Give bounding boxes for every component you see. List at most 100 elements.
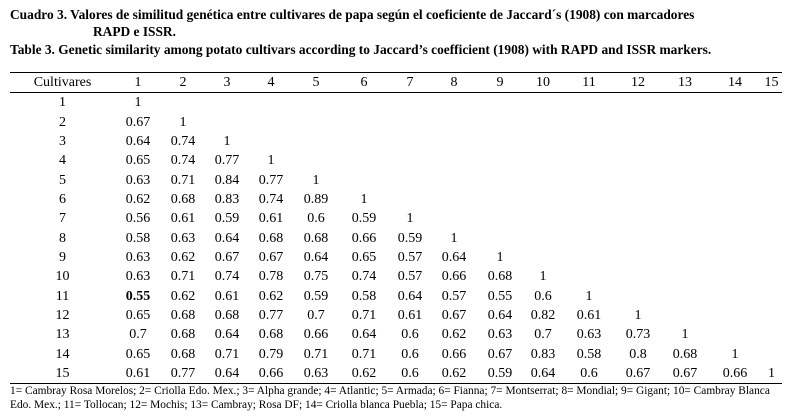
similarity-cell: 1 (406, 211, 414, 227)
similarity-cell: 1 (496, 249, 504, 265)
empty-cell (709, 112, 761, 131)
table-row: 2 0.67 1 (10, 112, 782, 131)
empty-cell (477, 209, 523, 228)
similarity-cell: 0.74 (170, 153, 196, 169)
empty-cell (615, 132, 661, 151)
empty-cell (477, 228, 523, 247)
empty-cell (161, 93, 205, 113)
empty-cell (389, 93, 431, 113)
empty-cell (661, 306, 709, 325)
empty-cell (761, 228, 782, 247)
similarity-cell: 0.63 (125, 269, 151, 285)
table-row: 8 0.58 0.63 0.64 0.68 0.68 0.66 0.59 1 (10, 228, 782, 247)
row-label: 12 (55, 307, 70, 323)
empty-cell (615, 190, 661, 209)
empty-cell (477, 93, 523, 113)
similarity-cell: 0.78 (258, 269, 284, 285)
table-row: 12 0.65 0.68 0.68 0.77 0.7 0.71 0.61 0.67 0.64 0.8… (10, 306, 782, 325)
empty-cell (477, 170, 523, 189)
empty-cell (709, 132, 761, 151)
similarity-cell: 0.68 (170, 191, 196, 207)
row-label: 7 (59, 211, 66, 227)
row-header-label: Cultivares (10, 72, 115, 93)
empty-cell (523, 209, 563, 228)
empty-cell (205, 93, 249, 113)
table-body: 1 1 2 0.67 1 3 0.64 0.74 1 4 0.65 0.74 0.77 1 5 0.63 0.7… (10, 93, 782, 384)
empty-cell (523, 93, 563, 113)
empty-cell (563, 112, 615, 131)
similarity-cell: 0.74 (351, 269, 377, 285)
similarity-cell: 0.59 (303, 288, 329, 304)
similarity-cell: 0.64 (530, 365, 556, 381)
similarity-cell: 0.77 (258, 307, 284, 323)
empty-cell (523, 190, 563, 209)
similarity-cell: 0.66 (441, 346, 467, 362)
similarity-cell: 0.67 (672, 365, 698, 381)
similarity-cell: 1 (731, 346, 739, 362)
similarity-cell: 0.62 (170, 249, 196, 265)
table-row: 6 0.62 0.68 0.83 0.74 0.89 1 (10, 190, 782, 209)
empty-cell (431, 132, 477, 151)
empty-cell (761, 170, 782, 189)
similarity-cell: 0.62 (441, 365, 467, 381)
caption-english: Table 3. Genetic similarity among potato… (10, 42, 712, 57)
table-row: 15 0.61 0.77 0.64 0.66 0.63 0.62 0.6 0.62 0.59 0.6… (10, 364, 782, 384)
empty-cell (615, 209, 661, 228)
similarity-cell: 0.68 (487, 269, 513, 285)
empty-cell (523, 248, 563, 267)
empty-cell (249, 112, 293, 131)
table-row: 3 0.64 0.74 1 (10, 132, 782, 151)
column-header: 12 (615, 72, 661, 93)
empty-cell (523, 132, 563, 151)
empty-cell (477, 112, 523, 131)
similarity-cell: 0.61 (125, 365, 151, 381)
similarity-cell: 0.7 (307, 307, 325, 323)
similarity-cell: 0.65 (351, 249, 377, 265)
empty-cell (339, 93, 389, 113)
similarity-cell: 0.64 (125, 133, 151, 149)
empty-cell (709, 248, 761, 267)
empty-cell (615, 248, 661, 267)
empty-cell (563, 170, 615, 189)
empty-cell (563, 132, 615, 151)
similarity-cell: 0.77 (258, 172, 284, 188)
empty-cell (431, 190, 477, 209)
column-header: 4 (249, 72, 293, 93)
row-label: 10 (55, 269, 70, 285)
empty-cell (661, 93, 709, 113)
similarity-cell: 0.61 (576, 307, 602, 323)
similarity-cell: 1 (312, 172, 320, 188)
header-row: Cultivares 1 2 3 4 5 6 7 8 9 10 11 12 13 14 15 (10, 72, 782, 93)
empty-cell (661, 286, 709, 305)
empty-cell (249, 93, 293, 113)
similarity-cell: 0.67 (441, 307, 467, 323)
similarity-cell: 0.66 (722, 365, 748, 381)
similarity-cell: 1 (768, 365, 775, 381)
empty-cell (339, 151, 389, 170)
table-caption: Cuadro 3. Valores de similitud genética … (10, 7, 782, 58)
empty-cell (661, 132, 709, 151)
empty-cell (615, 267, 661, 286)
empty-cell (661, 190, 709, 209)
similarity-cell: 0.58 (351, 288, 377, 304)
similarity-cell: 0.66 (303, 327, 329, 343)
similarity-cell: 0.7 (129, 327, 147, 343)
row-label: 4 (59, 153, 66, 169)
column-header: 3 (205, 72, 249, 93)
column-header: 9 (477, 72, 523, 93)
similarity-cell: 0.77 (214, 153, 240, 169)
empty-cell (661, 209, 709, 228)
similarity-cell: 0.64 (214, 365, 240, 381)
similarity-cell: 0.57 (397, 269, 423, 285)
similarity-cell: 0.71 (351, 307, 377, 323)
similarity-cell: 1 (134, 95, 142, 111)
similarity-cell: 0.84 (214, 172, 240, 188)
similarity-cell: 0.63 (576, 327, 602, 343)
similarity-cell: 0.62 (170, 288, 196, 304)
similarity-cell: 1 (179, 114, 187, 130)
similarity-cell: 0.83 (530, 346, 556, 362)
row-label: 8 (59, 230, 66, 246)
similarity-cell: 1 (539, 269, 547, 285)
similarity-cell: 0.63 (487, 327, 513, 343)
empty-cell (431, 170, 477, 189)
